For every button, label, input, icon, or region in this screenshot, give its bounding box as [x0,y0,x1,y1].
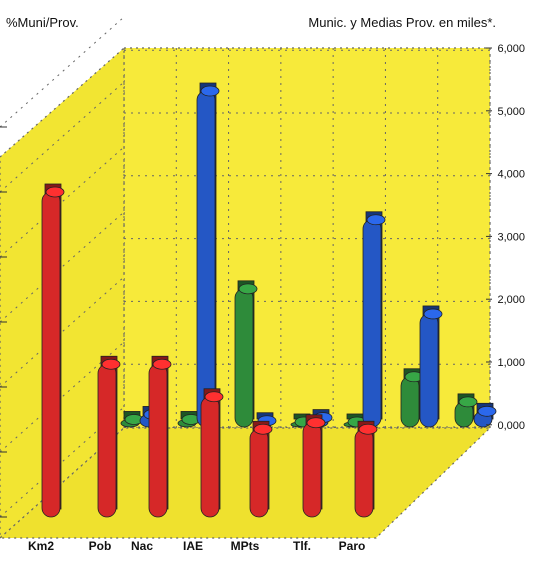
bar-red-6 [354,420,378,518]
bar-green-6-top [458,396,478,408]
category-label: Km2 [28,539,54,553]
bar-red-4 [249,420,273,518]
right-axis-tick-label: 2,000 [497,294,525,306]
bar-green-6 [454,393,478,428]
left-wall [0,46,125,539]
bar-blue-1 [196,82,220,428]
bar-green-5 [400,368,424,428]
right-axis-tick-label: 4,000 [497,169,525,181]
bar-green-2-front [234,288,254,428]
bar-red-4-top [253,423,273,435]
axis-layer: 6,000 5,000 4,000 3,000 2,000 1,000 0,000 Km2 Po… [0,43,525,553]
right-axis-tick-label: 5,000 [497,106,525,118]
bar-green-2 [234,280,258,428]
bar-blue-5-top [423,308,443,320]
bar-blue-1-front [196,90,216,428]
category-label: Nac [131,539,153,553]
bar-blue-6 [473,402,497,428]
category-label: Tlf. [293,539,311,553]
bar-red-5 [302,414,326,518]
bar-blue-4-top [366,214,386,226]
bar-blue-5 [419,305,443,428]
bar-red-6-front [354,428,374,518]
right-axis-title: Munic. y Medias Prov. en miles*. [308,15,496,30]
bar-blue-1-top [200,85,220,97]
bar-green-5-front [400,376,420,428]
bar-red-3-front [200,396,220,518]
bar-green-0 [120,411,144,428]
bar-green-1 [177,411,201,428]
bar-red-0 [41,183,65,518]
right-axis-tick-label: 6,000 [497,43,525,55]
category-label: MPts [231,539,260,553]
left-axis-title: %Muni/Prov. [6,15,79,30]
bar-red-5-front [302,422,322,518]
bar-red-0-front [41,191,61,518]
bar-red-2-front [148,363,168,518]
right-axis-tick-label: 1,000 [497,357,525,369]
bar-green-2-top [238,283,258,295]
category-label: Pob [89,539,112,553]
bar-red-3-top [204,391,224,403]
bar-red-2 [148,355,172,518]
bar-blue-4-front [362,219,382,428]
bar-red-0-top [45,186,65,198]
right-axis-tick-label: 3,000 [497,231,525,243]
bar-blue-4 [362,211,386,428]
bar-red-3 [200,388,224,518]
bar-red-6-top [358,423,378,435]
bar-red-5-top [306,417,326,429]
bar-red-4-front [249,428,269,518]
right-axis-tick-label: 0,000 [497,420,525,432]
bar-blue-5-front [419,313,439,428]
bar-red-1-top [101,358,121,370]
bar-red-1 [97,355,121,518]
bar-red-2-top [152,358,172,370]
category-label: Paro [339,539,366,553]
bars-layer [41,82,497,518]
category-label: IAE [183,539,203,553]
bar-blue-6-top [477,405,497,417]
bar-red-1-front [97,363,117,518]
